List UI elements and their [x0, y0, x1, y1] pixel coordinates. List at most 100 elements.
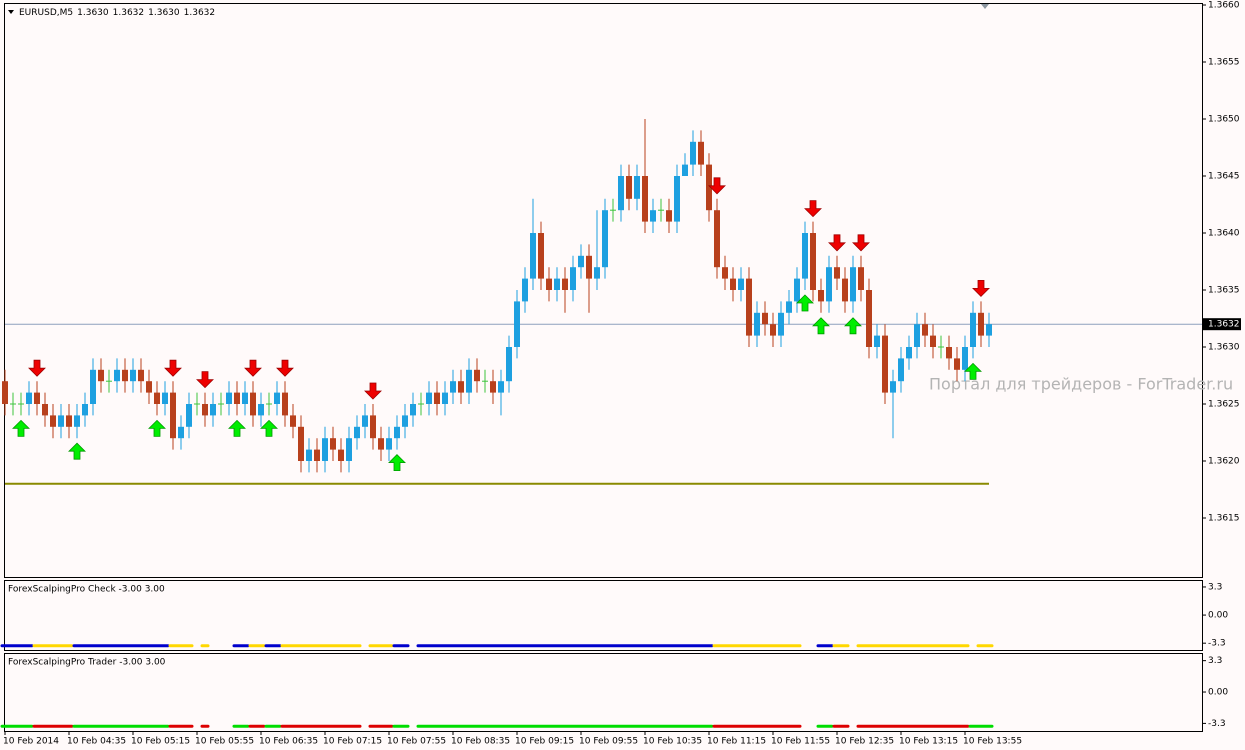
candle-body — [866, 290, 872, 347]
candle-body — [962, 347, 968, 370]
candle-body — [970, 312, 976, 347]
candle-body — [682, 164, 688, 176]
x-tick-label: 10 Feb 11:55 — [771, 737, 830, 747]
sell-arrow — [28, 359, 46, 377]
candle-body — [746, 278, 752, 336]
current-price-tag — [1203, 318, 1241, 331]
buy-arrow — [68, 442, 86, 460]
candle-body — [738, 278, 744, 290]
candle-body — [322, 438, 328, 461]
candle-body — [594, 267, 600, 279]
candle-body — [314, 449, 320, 461]
buy-arrow — [796, 294, 814, 312]
candle-body — [402, 415, 408, 427]
candle-body — [378, 438, 384, 450]
chart-header: EURUSD,M5 1.3630 1.3632 1.3630 1.3632 — [19, 8, 215, 18]
candle-body — [90, 369, 96, 404]
current-price-label: 1.3632 — [1208, 320, 1240, 330]
candle-body — [626, 176, 632, 199]
sell-arrow — [708, 177, 726, 195]
candle-body — [250, 392, 256, 416]
x-tick-label: 10 Feb 13:15 — [899, 737, 958, 747]
symbol: EURUSD,M5 — [19, 8, 73, 18]
candle-body — [362, 415, 368, 427]
candle-body — [906, 347, 912, 359]
candle-body — [882, 335, 888, 393]
sell-arrow — [196, 371, 214, 389]
candle-body — [666, 210, 672, 222]
y-tick-label: 3.3 — [1208, 656, 1222, 666]
y-tick-label: 1.3620 — [1208, 457, 1240, 467]
candle-body — [634, 176, 640, 199]
candle-body — [210, 404, 216, 416]
candle-body — [642, 176, 648, 222]
y-tick-label: 1.3650 — [1208, 115, 1240, 125]
candle-body — [130, 369, 136, 382]
sell-arrow — [852, 234, 870, 252]
candle-body — [986, 324, 992, 336]
panel-title: ForexScalpingPro Trader -3.00 3.00 — [8, 658, 166, 668]
sell-arrow — [364, 382, 382, 400]
candle-body — [858, 267, 864, 290]
y-tick-label: 1.3640 — [1208, 229, 1240, 239]
candle-body — [226, 392, 232, 404]
candle-body — [178, 426, 184, 439]
sell-arrow — [164, 359, 182, 377]
candle-body — [562, 278, 568, 290]
candle-body — [122, 369, 128, 382]
candle-body — [162, 392, 168, 404]
candle-body — [74, 415, 80, 427]
candle-body — [586, 255, 592, 279]
menu-triangle[interactable] — [8, 10, 14, 14]
x-tick-label: 10 Feb 09:55 — [579, 737, 638, 747]
candle-body — [306, 449, 312, 461]
y-tick-label: 1.3635 — [1208, 286, 1240, 296]
candle-body — [98, 369, 104, 382]
candle-body — [954, 358, 960, 370]
y-tick-label: 1.3645 — [1208, 172, 1240, 182]
panel-frame — [4, 580, 1203, 651]
candle-body — [946, 347, 952, 359]
candle-body — [514, 301, 520, 347]
candle-body — [722, 267, 728, 279]
candle-body — [346, 438, 352, 461]
panel-frame — [4, 653, 1203, 732]
candle-body — [522, 278, 528, 302]
buy-arrow — [388, 454, 406, 471]
buy-arrow — [148, 419, 166, 437]
candle-body — [258, 404, 264, 416]
sell-arrow — [276, 359, 294, 377]
candle-body — [818, 290, 824, 302]
quote: 1.3632 — [184, 8, 216, 18]
buy-arrow — [260, 419, 278, 437]
candle-body — [538, 233, 544, 279]
buy-arrow — [964, 362, 982, 380]
x-tick-label: 10 Feb 07:15 — [323, 737, 382, 747]
shift-marker — [981, 4, 989, 9]
y-tick-label: 1.3615 — [1208, 514, 1240, 524]
candle-body — [786, 301, 792, 313]
y-tick-label: 3.3 — [1208, 582, 1222, 592]
candle-body — [410, 404, 416, 416]
candle-body — [978, 312, 984, 336]
candle-body — [234, 392, 240, 404]
sell-arrow — [804, 200, 822, 218]
x-tick-label: 10 Feb 07:55 — [387, 737, 446, 747]
x-tick-label: 10 Feb 05:55 — [195, 737, 254, 747]
x-tick-label: 10 Feb 08:35 — [451, 737, 510, 747]
candle-body — [274, 392, 280, 404]
candle-body — [466, 369, 472, 393]
y-tick-label: 1.3630 — [1208, 343, 1240, 353]
candle-body — [914, 324, 920, 347]
candle-body — [754, 312, 760, 336]
candle-body — [42, 404, 48, 416]
candle-body — [338, 449, 344, 461]
main-frame — [4, 3, 1203, 578]
y-tick-label: -3.3 — [1208, 719, 1226, 729]
x-tick-label: 10 Feb 04:35 — [67, 737, 126, 747]
candle-body — [530, 233, 536, 279]
panel-title: ForexScalpingPro Check -3.00 3.00 — [8, 585, 165, 595]
candle-body — [890, 381, 896, 393]
candle-body — [810, 233, 816, 290]
